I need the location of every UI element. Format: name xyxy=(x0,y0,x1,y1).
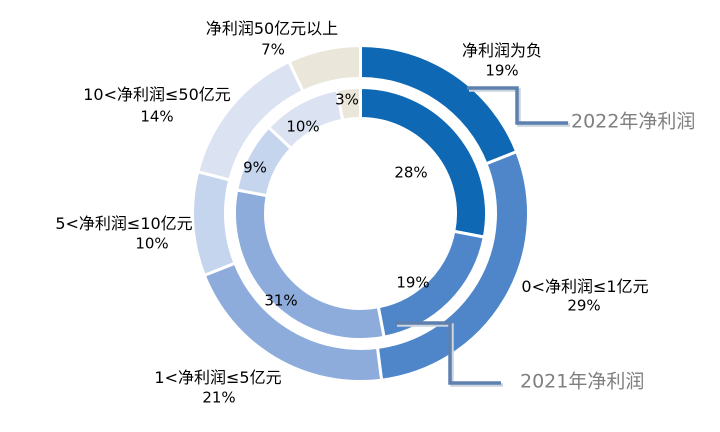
inner-ring-2021 xyxy=(233,85,488,341)
inner-pct-negative: 28% xyxy=(394,163,428,182)
outer-pct-10-50: 14% xyxy=(140,107,174,126)
callout-label-2022: 2022年净利润 xyxy=(571,110,696,133)
outer-pct-over-50: 7% xyxy=(261,40,285,59)
outer-pct-0-1: 29% xyxy=(567,296,601,315)
outer-segment-5 xyxy=(286,43,362,94)
inner-pct-1-5: 31% xyxy=(264,291,298,310)
inner-pct-5-10: 9% xyxy=(243,158,267,177)
outer-label-10-50: 10<净利润≤50亿元 xyxy=(83,85,231,104)
inner-pct-over-50: 3% xyxy=(335,90,359,109)
outer-label-over-50: 净利润50亿元以上 xyxy=(205,19,339,38)
outer-label-5-10: 5<净利润≤10亿元 xyxy=(55,214,193,233)
callout-label-2021: 2021年净利润 xyxy=(520,370,645,393)
callout-line-2022-shadow xyxy=(469,88,570,127)
outer-ring-2022 xyxy=(191,43,530,384)
outer-pct-1-5: 21% xyxy=(202,388,236,407)
callout-lines xyxy=(395,86,570,387)
outer-pct-negative: 19% xyxy=(485,61,519,80)
callout-line-2021-shadow xyxy=(397,323,503,387)
inner-segment-5 xyxy=(335,85,362,122)
outer-pct-5-10: 10% xyxy=(135,234,169,253)
callout-line-2022 xyxy=(467,86,568,125)
outer-label-1-5: 1<净利润≤5亿元 xyxy=(154,368,282,387)
inner-pct-10-50: 10% xyxy=(286,117,320,136)
inner-pct-0-1: 19% xyxy=(396,273,430,292)
callout-line-2021 xyxy=(395,321,501,385)
outer-label-0-1: 0<净利润≤1亿元 xyxy=(521,277,649,296)
outer-label-negative: 净利润为负 xyxy=(461,41,543,60)
outer-segment-3 xyxy=(191,169,237,278)
